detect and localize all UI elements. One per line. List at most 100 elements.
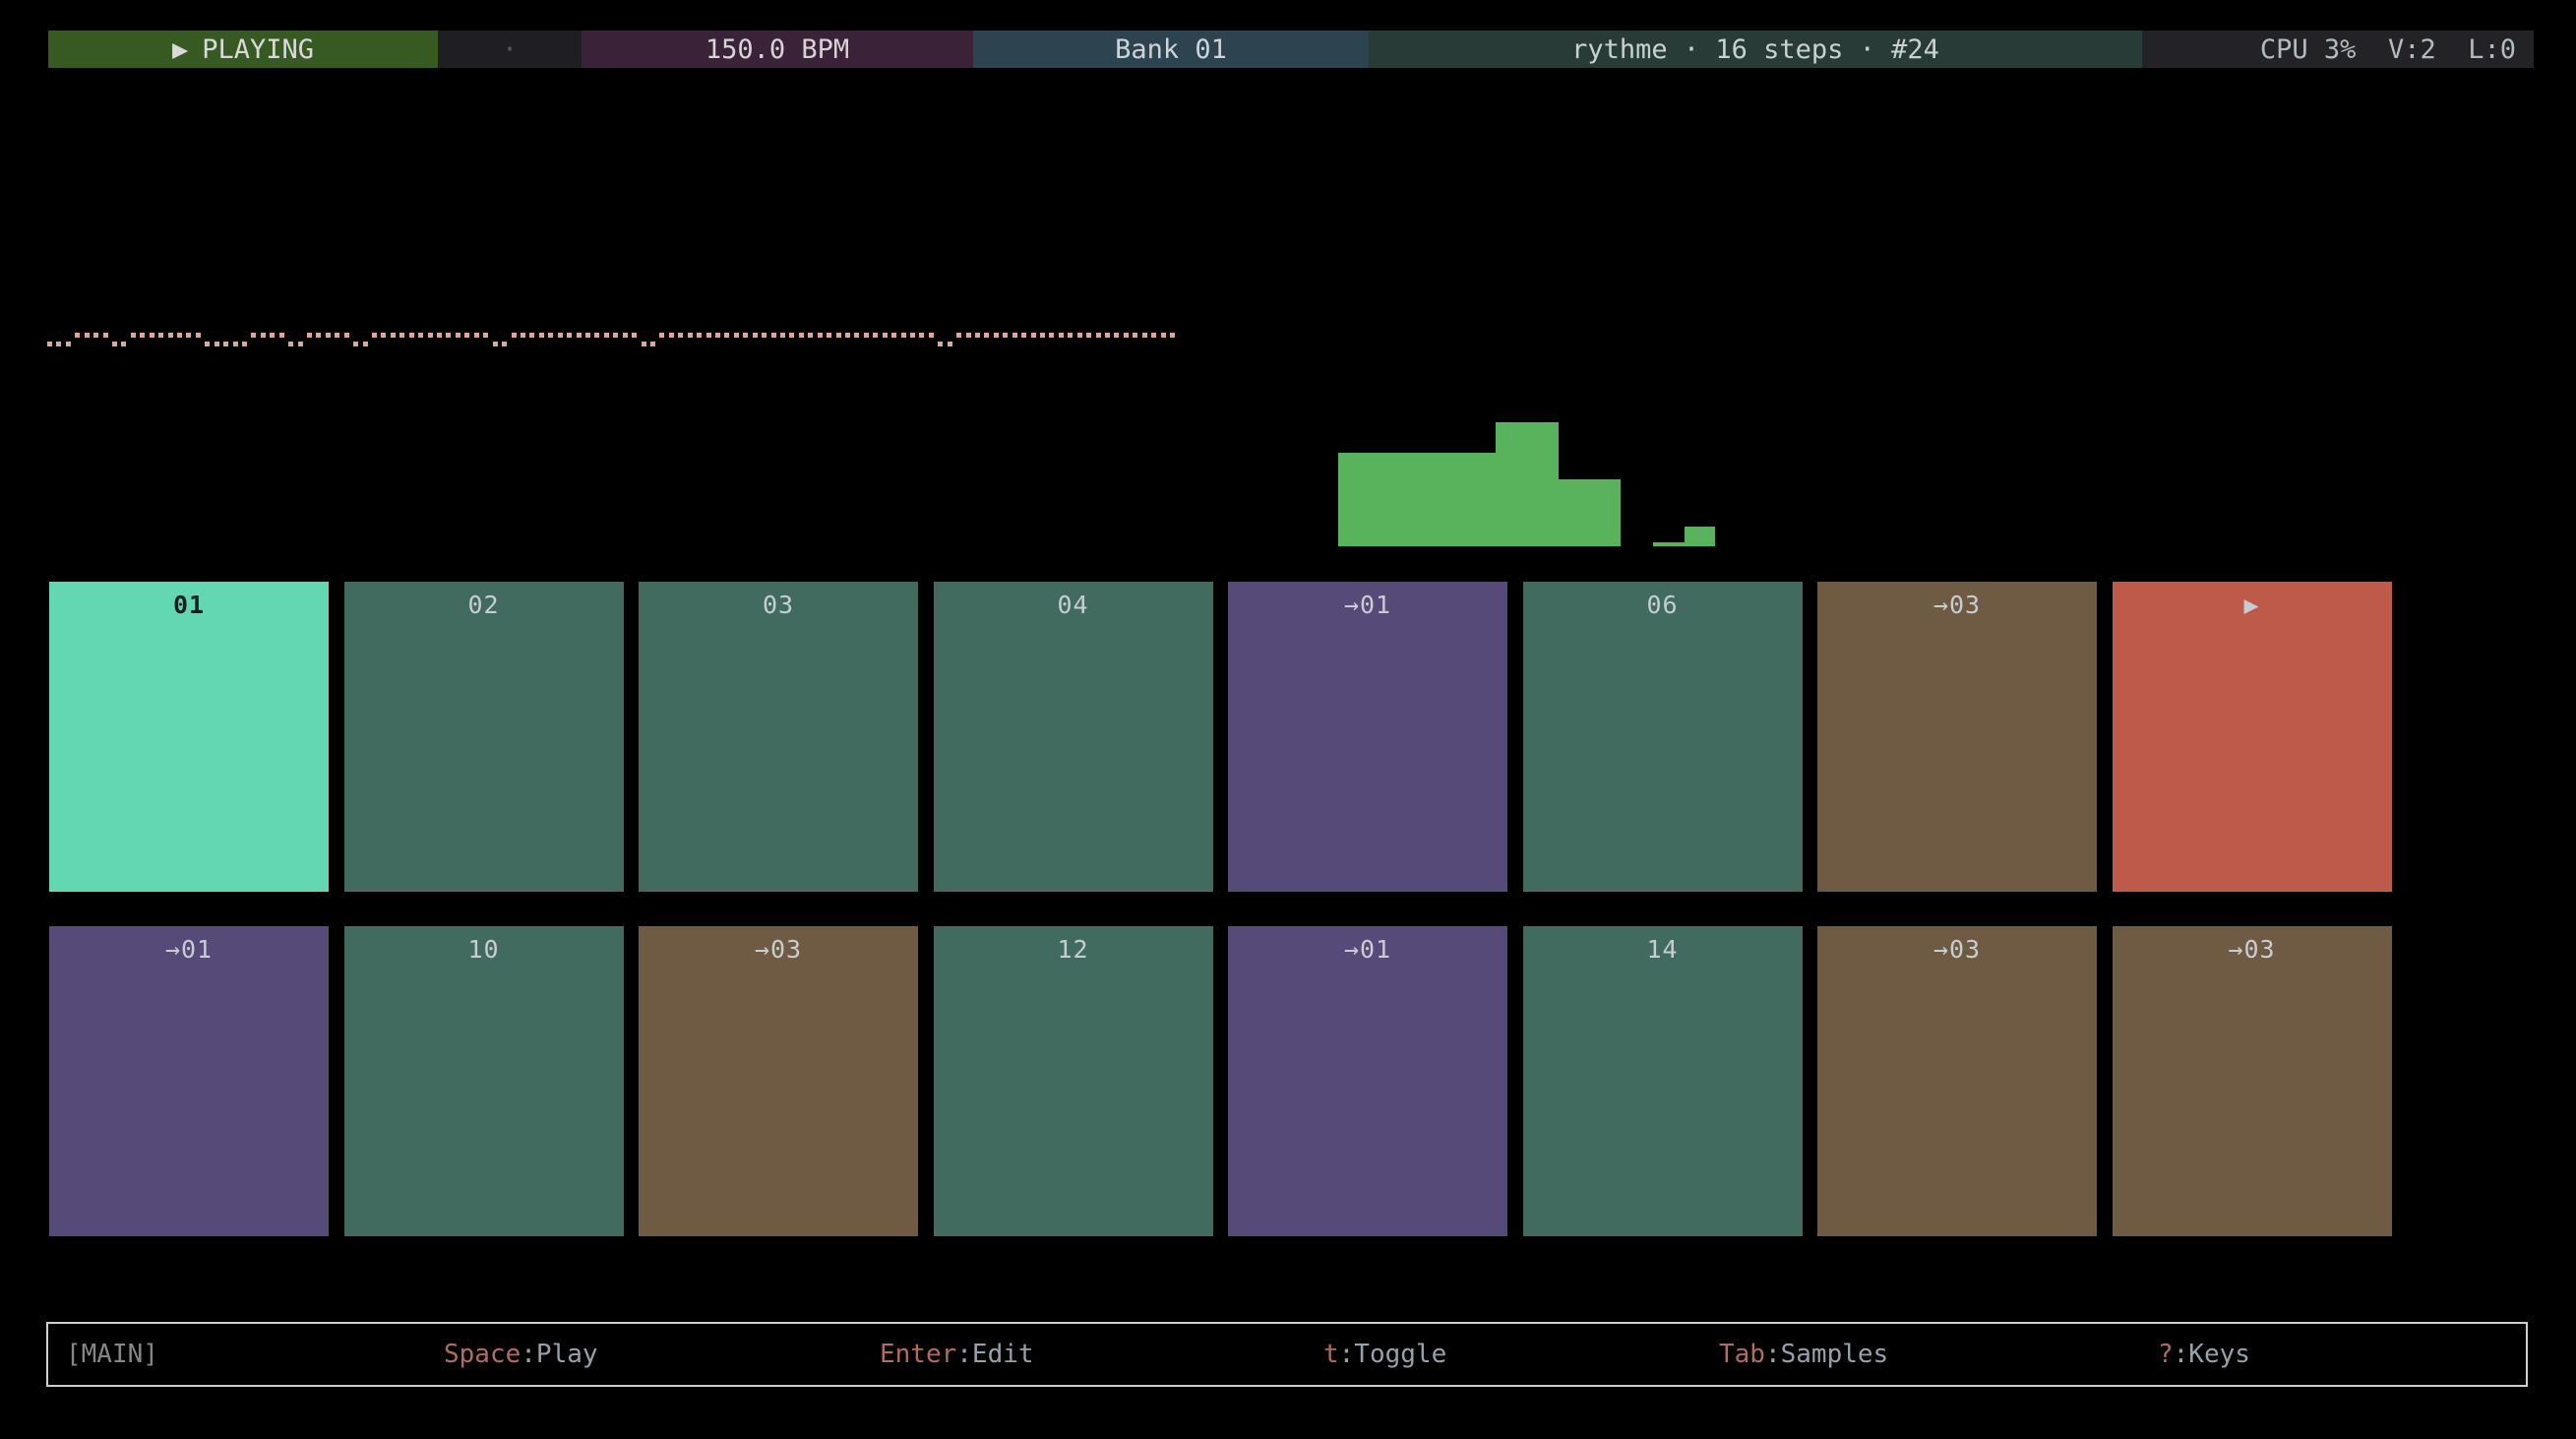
pad-r2c5[interactable]: →01	[1228, 926, 1507, 1236]
step-dot	[418, 333, 424, 338]
pad-label: 12	[1057, 935, 1089, 964]
step-dot	[873, 333, 879, 338]
step-dot	[1123, 333, 1129, 338]
meter-bar	[1653, 542, 1685, 546]
step-dot	[502, 342, 508, 346]
pad-r1c6[interactable]: 06	[1522, 582, 1803, 892]
step-dot	[353, 342, 359, 346]
pattern-info: rythme · 16 steps · #24	[1369, 31, 2142, 68]
pad-r1c4[interactable]: 04	[933, 582, 1213, 892]
step-dot	[770, 333, 776, 338]
hint-key: Enter	[880, 1340, 957, 1369]
step-dot	[177, 333, 183, 338]
step-dot	[121, 342, 127, 346]
step-dot	[520, 333, 525, 338]
step-dot	[1170, 333, 1176, 338]
pad-label: →01	[1343, 591, 1392, 619]
step-dot	[316, 333, 322, 338]
step-dot	[947, 342, 952, 346]
step-dot	[251, 333, 257, 338]
hint-key: ?	[2158, 1340, 2174, 1369]
step-dot	[455, 333, 460, 338]
step-dot	[529, 333, 535, 338]
pad-r2c3[interactable]: →03	[639, 926, 918, 1236]
step-dot	[1012, 333, 1017, 338]
hint-t: t:Toggle	[1323, 1324, 1446, 1385]
step-dot	[130, 333, 136, 338]
bpm-display: 150.0 BPM	[582, 31, 973, 68]
pad-label: →01	[1343, 935, 1392, 964]
step-dot	[659, 333, 665, 338]
pad-r2c4[interactable]: 12	[933, 926, 1213, 1236]
beat-indicator: ·	[438, 31, 582, 68]
step-dot	[817, 333, 823, 338]
step-dot	[697, 333, 703, 338]
step-dot	[1049, 333, 1055, 338]
step-dot	[1068, 333, 1073, 338]
step-dot	[891, 333, 897, 338]
step-dot	[362, 342, 368, 346]
step-dot	[1021, 333, 1027, 338]
step-dot	[632, 333, 638, 338]
pad-r2c7[interactable]: →03	[1817, 926, 2097, 1236]
step-dot	[242, 342, 248, 346]
step-dot	[297, 342, 303, 346]
step-dot	[882, 333, 888, 338]
step-dot	[984, 333, 990, 338]
step-dot	[938, 342, 944, 346]
meter-bar	[1338, 453, 1496, 546]
step-dot	[900, 333, 906, 338]
step-dot	[622, 333, 628, 338]
step-pattern-display	[47, 333, 1189, 348]
pad-label: →03	[754, 935, 803, 964]
pad-label: 01	[172, 591, 206, 619]
step-dot	[733, 333, 739, 338]
pad-r2c1[interactable]: →01	[49, 926, 329, 1236]
pad-r1c3[interactable]: 03	[639, 582, 918, 892]
step-dot	[232, 342, 238, 346]
pad-r2c2[interactable]: 10	[343, 926, 624, 1236]
step-dot	[437, 333, 443, 338]
pad-r1c5[interactable]: →01	[1228, 582, 1507, 892]
pad-r2c8[interactable]: →03	[2112, 926, 2392, 1236]
step-dot	[1058, 333, 1064, 338]
step-dot	[325, 333, 331, 338]
step-dot	[158, 333, 164, 338]
step-dot	[724, 333, 730, 338]
step-dot	[343, 333, 349, 338]
step-dot	[381, 333, 387, 338]
step-dot	[844, 333, 850, 338]
step-dot	[779, 333, 785, 338]
pad-r1c7[interactable]: →03	[1817, 582, 2097, 892]
step-dot	[863, 333, 869, 338]
hint-action: :Edit	[956, 1340, 1034, 1369]
step-dot	[372, 333, 378, 338]
step-dot	[928, 333, 934, 338]
pad-r2c6[interactable]: 14	[1522, 926, 1803, 1236]
pad-r1c8[interactable]: ▶	[2112, 582, 2392, 892]
step-dot	[798, 333, 804, 338]
step-dot	[557, 333, 563, 338]
step-dot	[835, 333, 841, 338]
pad-r1c1[interactable]: 01	[49, 582, 329, 892]
hint-key: t	[1323, 1340, 1339, 1369]
hint-space: Space:Play	[444, 1324, 598, 1385]
step-dot	[75, 333, 81, 338]
step-dot	[112, 342, 117, 346]
hint-key: Space	[444, 1340, 521, 1369]
step-dot	[102, 333, 108, 338]
pad-r1c2[interactable]: 02	[343, 582, 624, 892]
pad-grid: 01 02 03 04 →01 06 →03 ▶ →01 10 →03 12 →01 14 →03 →03	[49, 582, 2411, 1236]
step-dot	[594, 333, 600, 338]
step-dot	[705, 333, 711, 338]
step-dot	[649, 342, 655, 346]
step-dot	[270, 333, 276, 338]
step-dot	[603, 333, 609, 338]
step-dot	[260, 333, 266, 338]
step-dot	[1003, 333, 1009, 338]
status-bar: [MAIN] Space:Play Enter:Edit t:Toggle Tab:S…	[46, 1322, 2528, 1387]
step-dot	[223, 342, 229, 346]
step-dot	[548, 333, 554, 338]
meter-bar	[1559, 479, 1621, 546]
